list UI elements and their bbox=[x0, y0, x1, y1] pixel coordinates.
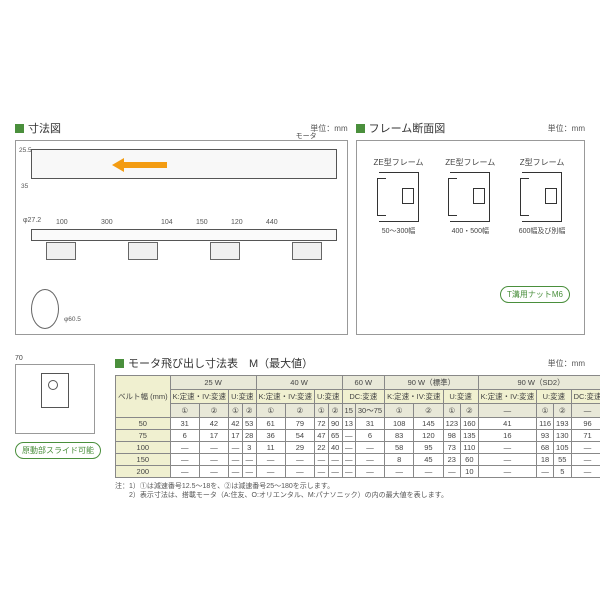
slide-badge: 原動部スライド可能 bbox=[15, 442, 101, 459]
motor-table-section: モータ飛び出し寸法表 M（最大値） 単位：mm ベルト幅 (mm) 25 W 4… bbox=[115, 355, 585, 500]
section-title: 寸法図 bbox=[28, 120, 61, 136]
table-row: 200—————————————10——5— bbox=[116, 466, 600, 478]
section-marker bbox=[356, 124, 365, 133]
nut-badge: T溝用ナットM6 bbox=[500, 286, 570, 303]
motor-label: モータ bbox=[296, 131, 317, 141]
section-marker bbox=[15, 124, 24, 133]
table-row: 100———311292240——589573110—68105— bbox=[116, 442, 600, 454]
conveyor-top-view: φ27.2 100 300 104 150 120 440 bbox=[31, 229, 337, 284]
section-title: モータ飛び出し寸法表 M（最大値） bbox=[128, 355, 313, 371]
section-marker bbox=[115, 359, 124, 368]
table-notes: 注：1）①は減速番号12.5〜18を、②は減速番号25〜180を示します。 2）… bbox=[115, 482, 585, 500]
direction-arrow-icon bbox=[112, 158, 167, 172]
section-title: フレーム断面図 bbox=[369, 120, 446, 136]
unit-label: 単位：mm bbox=[548, 123, 585, 134]
dimension-diagram-panel: 寸法図 単位：mm モータ 25.5 35 φ27.2 bbox=[15, 120, 348, 335]
frame-type-ze1: ZE型フレーム 50〜300幅 bbox=[371, 157, 426, 236]
pulley-end-view bbox=[31, 289, 59, 329]
conveyor-side-view bbox=[31, 149, 337, 179]
frame-section-drawing: ZE型フレーム 50〜300幅 ZE型フレーム 400・500幅 Z型フレーム … bbox=[356, 140, 585, 335]
table-row: 5031424253617972901331108145123160411161… bbox=[116, 418, 600, 430]
slide-drawing bbox=[15, 364, 95, 434]
motor-dimension-table: ベルト幅 (mm) 25 W 40 W 60 W 90 W（標準） 90 W（S… bbox=[115, 375, 600, 478]
frame-type-ze2: ZE型フレーム 400・500幅 bbox=[443, 157, 498, 236]
frame-section-panel: フレーム断面図 単位：mm ZE型フレーム 50〜300幅 ZE型フレーム 40… bbox=[356, 120, 585, 335]
table-row: 75617172836544765—68312098135169313071 bbox=[116, 430, 600, 442]
slide-section: 70 原動部スライド可能 bbox=[15, 355, 115, 459]
frame-type-z: Z型フレーム 600幅及び別幅 bbox=[515, 157, 570, 236]
unit-label: 単位：mm bbox=[548, 358, 585, 369]
dimension-drawing: モータ 25.5 35 φ27.2 100 300 104 bbox=[15, 140, 348, 335]
belt-width-header: ベルト幅 (mm) bbox=[116, 376, 171, 418]
table-row: 150——————————8452360—1855— bbox=[116, 454, 600, 466]
